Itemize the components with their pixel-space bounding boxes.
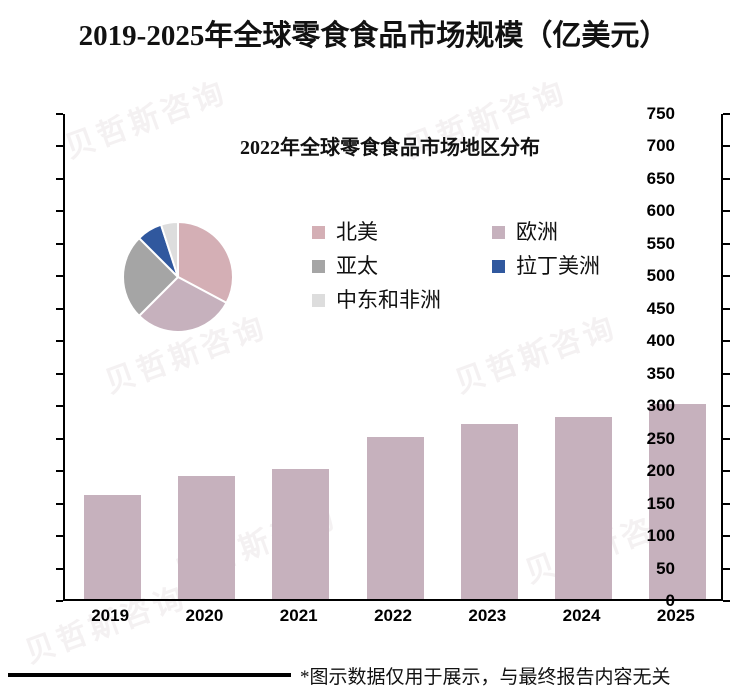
- y-axis-tick-right: [723, 470, 730, 473]
- y-axis-label: 750: [646, 104, 675, 123]
- y-axis-tick-right: [723, 177, 730, 180]
- y-axis-label: 450: [646, 298, 675, 318]
- pie-chart-title: 2022年全球零食食品市场地区分布: [240, 137, 540, 159]
- y-axis-label: 0: [665, 591, 675, 610]
- legend-swatch-middle-east-africa: [312, 294, 325, 307]
- y-axis-tick-right: [723, 210, 730, 213]
- x-axis-label: 2023: [468, 606, 507, 625]
- bar[interactable]: [649, 404, 707, 599]
- y-axis-tick: [56, 405, 63, 408]
- legend-label-latin-america: 拉丁美洲: [516, 254, 600, 278]
- y-axis-tick-right: [723, 535, 730, 538]
- y-axis-label: 100: [646, 526, 675, 546]
- pie-legend: 北美 欧洲 亚太 拉丁美洲 中东和非洲: [312, 222, 692, 324]
- x-axis-label: 2025: [656, 606, 695, 625]
- legend-label-asia-pacific: 亚太: [336, 254, 378, 278]
- legend-swatch-latin-america: [492, 260, 505, 273]
- legend-label-north-america: 北美: [336, 220, 378, 244]
- legend-swatch-europe: [492, 226, 505, 239]
- pie-slice[interactable]: 亚太: 25%: [122, 236, 180, 318]
- y-axis-label: 50: [656, 558, 675, 578]
- y-axis-tick-right: [723, 275, 730, 278]
- bar-chart-plot-area: [56, 113, 730, 602]
- page-title: 2019-2025年全球零食食品市场规模（亿美元）: [78, 20, 669, 52]
- legend-label-europe: 欧洲: [516, 220, 558, 244]
- y-axis-tick-right: [723, 567, 730, 570]
- legend-swatch-asia-pacific: [312, 260, 325, 273]
- y-axis-tick: [56, 535, 63, 538]
- y-axis-tick-right: [723, 372, 730, 375]
- y-axis-tick: [56, 177, 63, 180]
- y-axis-label: 250: [646, 428, 675, 448]
- x-axis-label: 2019: [91, 606, 130, 625]
- pie-chart: 北美: 32.8%欧洲: 29.7%亚太: 25%拉丁美洲: 7.5%中东和非洲…: [122, 221, 234, 333]
- y-axis-tick: [56, 307, 63, 310]
- y-axis-tick-right: [723, 502, 730, 505]
- y-axis-tick-right: [723, 340, 730, 343]
- bar[interactable]: [272, 469, 330, 599]
- pie-slice[interactable]: 欧洲: 29.7%: [137, 275, 228, 333]
- y-axis-label: 650: [646, 168, 675, 188]
- legend-label-middle-east-africa: 中东和非洲: [336, 288, 441, 312]
- y-axis-tick-right: [723, 437, 730, 440]
- y-axis-label: 700: [646, 136, 675, 156]
- y-axis-label: 350: [646, 363, 675, 383]
- y-axis-tick-right: [723, 307, 730, 310]
- y-axis-tick-right: [723, 113, 730, 115]
- bar[interactable]: [460, 423, 518, 599]
- y-axis-tick: [56, 340, 63, 343]
- y-axis-label: 500: [646, 266, 675, 286]
- y-axis-tick: [56, 275, 63, 278]
- footer-note: *图示数据仅用于展示，与最终报告内容无关: [300, 667, 671, 688]
- y-axis-tick: [56, 145, 63, 148]
- y-axis-tick: [56, 470, 63, 473]
- legend-row: 亚太 拉丁美洲: [312, 256, 692, 277]
- legend-row: 北美 欧洲: [312, 222, 692, 243]
- y-axis-label: 600: [646, 201, 675, 221]
- legend-item-middle-east-africa[interactable]: 中东和非洲: [312, 290, 492, 311]
- y-axis-tick: [56, 210, 63, 213]
- x-axis-label: 2022: [374, 606, 412, 625]
- y-axis-label: 200: [646, 461, 675, 481]
- bar[interactable]: [366, 436, 424, 599]
- y-axis-tick-right: [723, 145, 730, 148]
- bar[interactable]: [555, 417, 613, 599]
- y-axis-tick: [56, 372, 63, 375]
- legend-item-europe[interactable]: 欧洲: [492, 222, 558, 243]
- pie-slice[interactable]: 北美: 32.8%: [177, 221, 234, 305]
- x-axis-label: 2020: [185, 606, 224, 625]
- y-axis-tick: [56, 437, 63, 440]
- y-axis-tick: [56, 600, 63, 602]
- y-axis-label: 150: [646, 493, 675, 513]
- y-axis-tick: [56, 567, 63, 570]
- legend-item-asia-pacific[interactable]: 亚太: [312, 256, 492, 277]
- y-axis-tick: [56, 242, 63, 245]
- bar[interactable]: [83, 495, 141, 599]
- y-axis-tick: [56, 113, 63, 115]
- y-axis-tick-right: [723, 600, 730, 602]
- y-axis-label: 300: [646, 396, 675, 416]
- footer-divider: [8, 673, 291, 677]
- x-axis-label: 2024: [562, 606, 601, 625]
- y-axis-tick-right: [723, 242, 730, 245]
- legend-item-latin-america[interactable]: 拉丁美洲: [492, 256, 600, 277]
- bar[interactable]: [177, 475, 235, 599]
- y-axis-tick: [56, 502, 63, 505]
- y-axis-tick-right: [723, 405, 730, 408]
- x-axis-label: 2021: [279, 606, 318, 625]
- pie-slice[interactable]: 中东和非洲: 5%: [159, 221, 179, 278]
- y-axis-label: 400: [646, 331, 675, 351]
- legend-row: 中东和非洲: [312, 290, 692, 311]
- legend-swatch-north-america: [312, 226, 325, 239]
- y-axis-label: 550: [646, 233, 675, 253]
- legend-item-north-america[interactable]: 北美: [312, 222, 492, 243]
